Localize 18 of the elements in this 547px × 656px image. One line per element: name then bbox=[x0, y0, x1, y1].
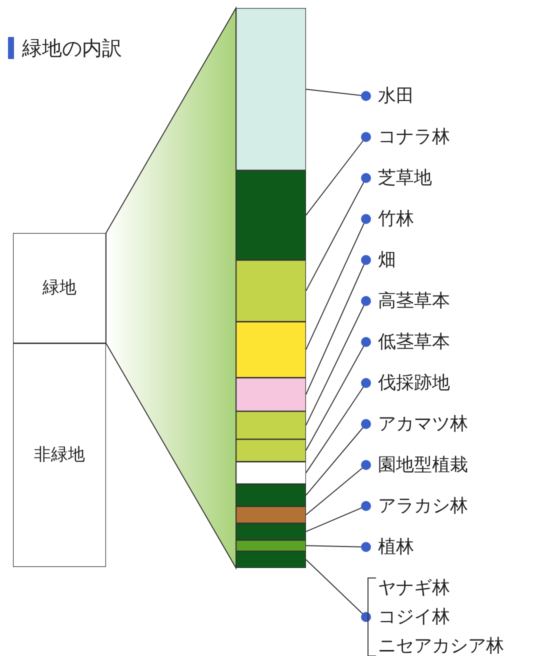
series-label: 緑地 bbox=[42, 278, 76, 298]
text: 畑 bbox=[378, 250, 396, 270]
legend-label: 植林 bbox=[378, 536, 414, 558]
text: コナラ林 bbox=[378, 126, 450, 148]
text: コジイ林 bbox=[378, 606, 450, 628]
text: ヤナギ林 bbox=[378, 578, 450, 598]
text: 高茎草本 bbox=[378, 290, 450, 312]
text: 緑地の内訳 bbox=[21, 36, 122, 60]
text: 芝草地 bbox=[378, 168, 432, 188]
series-label: 非緑地 bbox=[34, 445, 85, 466]
text: 園地型植栽 bbox=[378, 454, 468, 476]
text: アラカシ林 bbox=[378, 496, 468, 516]
text: ニセアカシア林 bbox=[378, 636, 504, 656]
text: 低茎草本 bbox=[378, 332, 450, 352]
text: 竹林 bbox=[378, 208, 414, 230]
text: アカマツ林 bbox=[378, 414, 468, 434]
legend-label: 水田 bbox=[378, 86, 414, 106]
text: 伐採跡地 bbox=[378, 372, 450, 394]
